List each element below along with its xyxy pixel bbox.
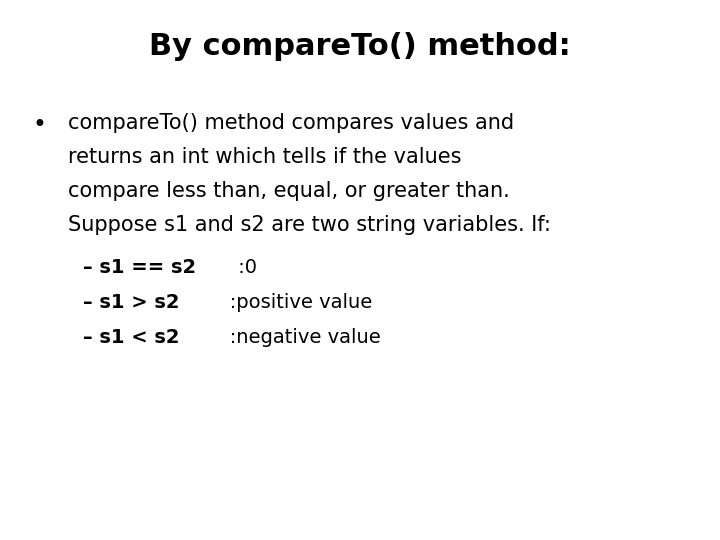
Text: :0: :0 [233, 258, 257, 276]
Text: compareTo() method compares values and: compareTo() method compares values and [68, 113, 515, 133]
Text: :negative value: :negative value [211, 328, 381, 347]
Text: By compareTo() method:: By compareTo() method: [149, 32, 571, 62]
Text: Suppose s1 and s2 are two string variables. If:: Suppose s1 and s2 are two string variabl… [68, 215, 552, 235]
Text: – s1 == s2: – s1 == s2 [83, 258, 196, 276]
Text: compare less than, equal, or greater than.: compare less than, equal, or greater tha… [68, 181, 510, 201]
Text: – s1 < s2: – s1 < s2 [83, 328, 179, 347]
Text: returns an int which tells if the values: returns an int which tells if the values [68, 147, 462, 167]
Text: – s1 > s2: – s1 > s2 [83, 293, 179, 312]
Text: :positive value: :positive value [211, 293, 372, 312]
Text: •: • [32, 113, 46, 137]
